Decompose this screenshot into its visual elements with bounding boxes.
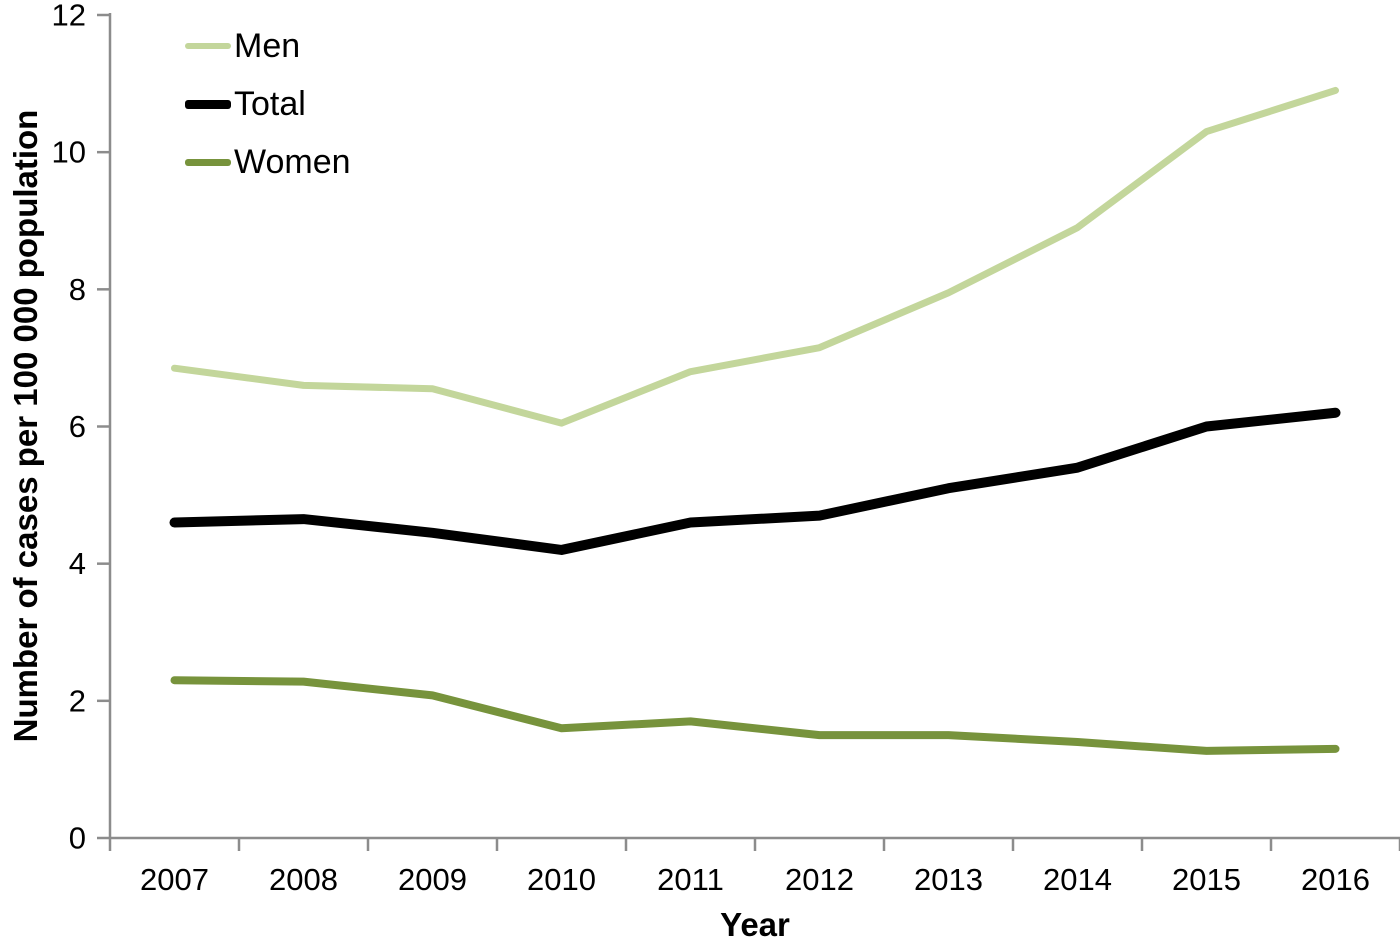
series-line-total <box>169 407 1341 555</box>
x-tick-label: 2016 <box>1301 862 1370 897</box>
legend: Men Total Women <box>185 17 351 191</box>
x-tick-label: 2009 <box>398 862 467 897</box>
y-tick-label: 4 <box>69 546 86 581</box>
x-axis-title: Year <box>720 906 790 943</box>
x-tick-label: 2014 <box>1043 862 1112 897</box>
x-tick-label: 2007 <box>140 862 209 897</box>
y-tick-label: 10 <box>52 135 86 170</box>
legend-swatch-men-line-icon <box>185 43 231 49</box>
x-tick-label: 2010 <box>527 862 596 897</box>
legend-swatch-women-line-icon <box>185 158 231 166</box>
legend-label-women: Women <box>234 143 351 181</box>
x-tick-label: 2008 <box>269 862 338 897</box>
series-line-men <box>171 86 1339 427</box>
legend-item-men: Men <box>185 17 351 75</box>
x-tick-label: 2011 <box>657 862 724 897</box>
y-tick-label: 6 <box>69 409 86 444</box>
legend-label-total: Total <box>234 85 306 123</box>
legend-item-women: Women <box>185 133 351 191</box>
series-line-women <box>170 676 1340 755</box>
x-tick-label: 2013 <box>914 862 983 897</box>
y-tick-label: 12 <box>52 0 86 33</box>
y-tick-label: 8 <box>69 272 86 307</box>
y-tick-label: 2 <box>69 683 86 718</box>
legend-item-total: Total <box>185 75 351 133</box>
legend-label-men: Men <box>234 27 301 65</box>
x-tick-label: 2015 <box>1172 862 1241 897</box>
y-axis-title: Number of cases per 100 000 population <box>7 109 44 743</box>
x-tick-label: 2012 <box>785 862 854 897</box>
y-tick-label: 0 <box>69 821 86 856</box>
legend-swatch-total-line-icon <box>185 99 231 109</box>
